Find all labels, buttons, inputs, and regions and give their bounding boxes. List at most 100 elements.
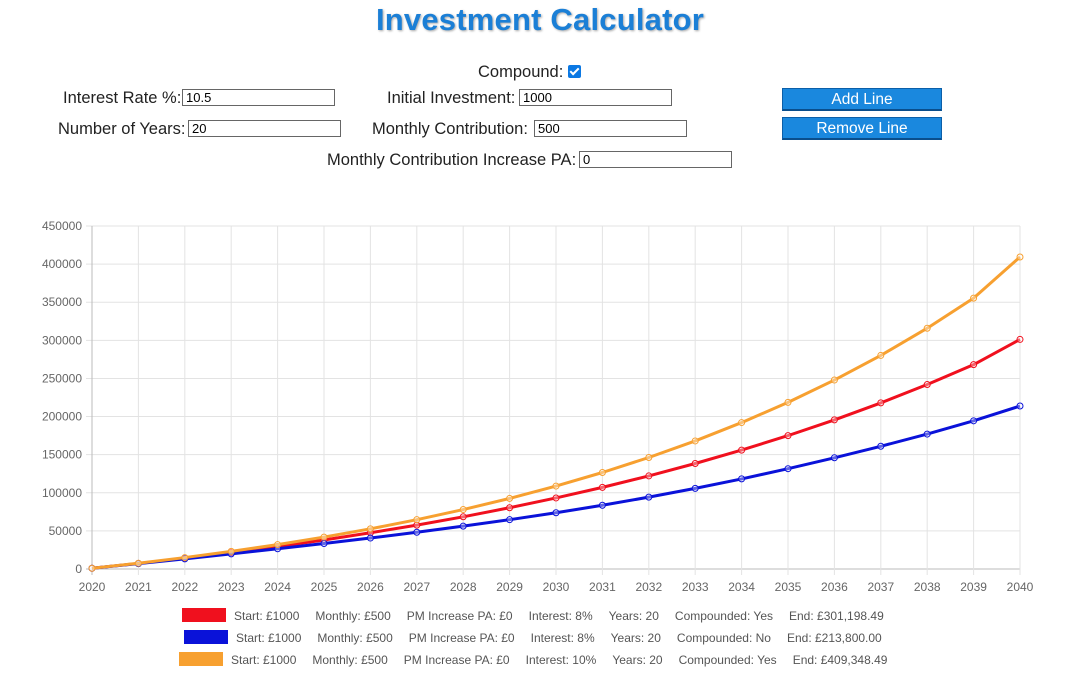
legend-item: Compounded: Yes xyxy=(678,653,777,667)
legend-item: Monthly: £500 xyxy=(317,631,393,645)
x-tick-label: 2032 xyxy=(635,580,662,594)
x-tick-label: 2020 xyxy=(79,580,106,594)
legend-swatch[interactable] xyxy=(182,608,226,622)
data-point xyxy=(506,504,514,512)
data-point xyxy=(877,442,885,450)
x-tick-label: 2030 xyxy=(543,580,570,594)
data-point xyxy=(459,506,467,514)
data-point xyxy=(413,528,421,536)
legend-row[interactable]: Start: £1000 Monthly: £500 PM Increase PA:… xyxy=(236,631,898,645)
data-point xyxy=(877,351,885,359)
contribution-increase-input[interactable] xyxy=(579,151,732,168)
x-tick-label: 2035 xyxy=(775,580,802,594)
legend-item: PM Increase PA: £0 xyxy=(408,631,515,645)
data-point xyxy=(645,453,653,461)
data-point xyxy=(134,559,142,567)
x-tick-label: 2024 xyxy=(264,580,291,594)
x-tick-label: 2021 xyxy=(125,580,152,594)
data-point xyxy=(738,475,746,483)
legend-item: Start: £1000 xyxy=(236,631,302,645)
data-point xyxy=(227,549,235,557)
data-point xyxy=(274,541,282,549)
data-point xyxy=(691,484,699,492)
legend-row[interactable]: Start: £1000 Monthly: £500 PM Increase PA:… xyxy=(231,653,903,667)
legend-item: Monthly: £500 xyxy=(312,653,388,667)
remove-line-button[interactable]: Remove Line xyxy=(782,117,942,140)
x-tick-label: 2037 xyxy=(867,580,894,594)
data-point xyxy=(274,543,282,551)
data-point xyxy=(320,536,328,544)
y-tick-label: 200000 xyxy=(42,410,82,424)
legend-item: Start: £1000 xyxy=(234,609,300,623)
x-tick-label: 2026 xyxy=(357,580,384,594)
monthly-contribution-input[interactable] xyxy=(534,120,687,137)
data-point xyxy=(181,555,189,563)
legend-swatch[interactable] xyxy=(179,652,223,666)
x-tick-label: 2036 xyxy=(821,580,848,594)
data-point xyxy=(88,564,96,572)
x-tick-label: 2034 xyxy=(728,580,755,594)
y-tick-label: 400000 xyxy=(42,257,82,271)
initial-investment-input[interactable] xyxy=(519,89,672,106)
data-point xyxy=(459,513,467,521)
x-tick-label: 2040 xyxy=(1007,580,1034,594)
page-title: Investment Calculator xyxy=(375,2,705,37)
data-point xyxy=(784,432,792,440)
data-point xyxy=(830,416,838,424)
data-point xyxy=(134,560,142,568)
data-point xyxy=(970,417,978,425)
legend-swatch[interactable] xyxy=(184,630,228,644)
legend-row[interactable]: Start: £1000 Monthly: £500 PM Increase PA:… xyxy=(234,609,900,623)
interest-rate-input[interactable] xyxy=(182,89,335,106)
x-tick-label: 2031 xyxy=(589,580,616,594)
compound-checkbox[interactable] xyxy=(568,65,581,78)
data-point xyxy=(366,525,374,533)
y-tick-label: 0 xyxy=(75,562,82,576)
data-point xyxy=(134,559,142,567)
data-point xyxy=(366,529,374,537)
x-tick-label: 2033 xyxy=(682,580,709,594)
data-point xyxy=(691,460,699,468)
y-tick-label: 150000 xyxy=(42,448,82,462)
data-point xyxy=(738,446,746,454)
x-tick-label: 2039 xyxy=(960,580,987,594)
years-label: Number of Years: xyxy=(58,120,186,138)
legend-item: Years: 20 xyxy=(610,631,661,645)
data-point xyxy=(552,482,560,490)
data-point xyxy=(598,483,606,491)
data-point xyxy=(227,550,235,558)
legend-item: End: £213,800.00 xyxy=(786,631,882,645)
y-tick-label: 350000 xyxy=(42,295,82,309)
years-input[interactable] xyxy=(188,120,341,137)
data-point xyxy=(1016,402,1024,410)
data-point xyxy=(552,509,560,517)
data-point xyxy=(645,493,653,501)
data-point xyxy=(1016,253,1024,261)
data-point xyxy=(738,419,746,427)
y-tick-label: 450000 xyxy=(42,219,82,233)
data-point xyxy=(459,522,467,530)
y-tick-label: 100000 xyxy=(42,486,82,500)
x-tick-label: 2025 xyxy=(311,580,338,594)
data-point xyxy=(227,547,235,555)
data-point xyxy=(923,381,931,389)
data-point xyxy=(413,516,421,524)
data-point xyxy=(181,554,189,562)
x-tick-label: 2029 xyxy=(496,580,523,594)
legend-item: Years: 20 xyxy=(608,609,659,623)
data-point xyxy=(970,294,978,302)
legend-item: PM Increase PA: £0 xyxy=(403,653,510,667)
data-point xyxy=(645,472,653,480)
series-line xyxy=(91,255,1021,570)
legend-item: Compounded: No xyxy=(676,631,771,645)
add-line-button[interactable]: Add Line xyxy=(782,88,942,111)
x-tick-label: 2027 xyxy=(403,580,430,594)
contribution-increase-label: Monthly Contribution Increase PA: xyxy=(327,151,577,169)
interest-rate-label: Interest Rate %: xyxy=(63,89,182,107)
y-tick-label: 300000 xyxy=(42,333,82,347)
legend-item: Interest: 10% xyxy=(525,653,597,667)
compound-label: Compound: xyxy=(478,63,564,81)
data-point xyxy=(88,564,96,572)
data-point xyxy=(784,398,792,406)
legend-item: End: £301,198.49 xyxy=(789,609,884,623)
